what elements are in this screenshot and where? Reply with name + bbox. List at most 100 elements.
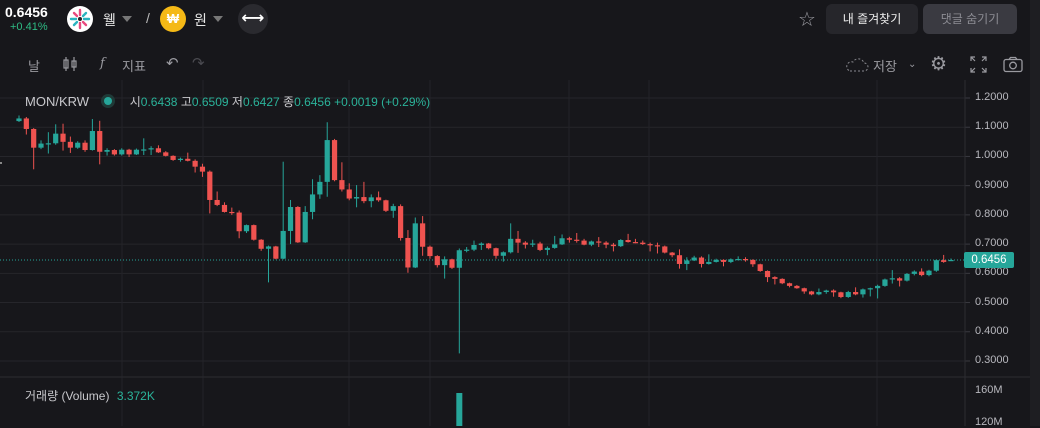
save-button[interactable]: 저장	[873, 59, 897, 74]
market-status-dot-icon	[104, 97, 113, 105]
fx-icon[interactable]: f	[100, 56, 105, 71]
favorites-button[interactable]: 내 즐겨찾기	[826, 4, 918, 34]
candle-body	[522, 242, 528, 245]
last-price-label: 0.6456	[964, 252, 1014, 268]
candle-body	[808, 291, 815, 295]
candle-body	[838, 292, 844, 297]
candle-body	[207, 171, 213, 200]
candle-body	[698, 257, 705, 264]
candle-body	[75, 142, 81, 148]
candle-body	[434, 256, 440, 266]
volume-value: 3.372K	[116, 389, 155, 403]
candle-body	[170, 155, 176, 160]
settings-gear-icon[interactable]: ⚙	[930, 54, 948, 75]
scrollbar[interactable]	[1030, 0, 1040, 426]
price-tick: 0.9000	[975, 178, 1009, 191]
undo-icon[interactable]: ↶	[166, 55, 179, 72]
candle-body	[412, 223, 418, 268]
candle-body	[816, 292, 822, 295]
candle-body	[280, 230, 286, 259]
candle-body	[295, 206, 301, 243]
candle-body	[647, 244, 653, 246]
redo-icon[interactable]: ↷	[192, 55, 205, 72]
candle-body	[544, 247, 550, 250]
cloud-save-icon[interactable]	[845, 57, 869, 78]
candle-body	[508, 238, 514, 253]
base-coin-logo-icon[interactable]	[67, 6, 93, 32]
hide-comments-button[interactable]: 댓글 숨기기	[923, 4, 1017, 34]
quote-coin-logo-icon[interactable]: ₩	[160, 6, 186, 32]
candle-body	[948, 259, 954, 262]
candle-body	[353, 197, 360, 199]
price-tick: 0.7000	[975, 237, 1009, 250]
fullscreen-icon[interactable]	[970, 56, 987, 78]
high-label: 고	[180, 95, 192, 109]
candle-body	[654, 245, 661, 247]
candle-body	[786, 283, 793, 286]
candle-body	[287, 206, 294, 231]
candle-body	[530, 243, 536, 245]
candle-body	[860, 289, 866, 295]
candle-body	[845, 292, 851, 297]
candle-body	[214, 199, 220, 205]
change-value: +0.0019 (+0.29%)	[334, 95, 431, 109]
candle-body	[706, 261, 712, 264]
candle-body	[742, 259, 749, 261]
candle-body	[16, 118, 22, 122]
price-chart[interactable]	[0, 80, 1030, 426]
candle-body	[581, 240, 587, 245]
base-caret-icon[interactable]	[122, 16, 132, 22]
candle-body	[133, 149, 140, 155]
candle-body	[368, 197, 374, 202]
candle-body	[126, 149, 132, 155]
candle-body	[119, 149, 125, 155]
candle-body	[669, 252, 675, 256]
candle-body	[566, 238, 572, 240]
candle-body	[574, 239, 580, 241]
candle-body	[111, 150, 118, 155]
candle-body	[427, 246, 433, 257]
candle-type-icon[interactable]	[62, 56, 78, 77]
candle-body	[941, 260, 947, 262]
quote-caret-icon[interactable]	[213, 16, 223, 22]
candle-body	[500, 252, 506, 256]
pair-separator: /	[146, 10, 150, 26]
screenshot-camera-icon[interactable]	[1003, 56, 1023, 78]
candle-body	[192, 160, 198, 167]
candle-body	[904, 273, 910, 281]
candle-body	[713, 259, 719, 262]
candle-body	[801, 288, 807, 292]
candle-body	[331, 140, 338, 181]
volume-tick: 120M	[975, 416, 1003, 428]
close-label: 종	[283, 95, 295, 109]
candle-body	[867, 288, 873, 290]
base-symbol-selector[interactable]: 웰	[103, 12, 116, 28]
candle-body	[830, 290, 837, 293]
high-value: 0.6509	[191, 95, 229, 109]
candle-body	[405, 237, 411, 268]
open-label: 시	[129, 95, 141, 109]
quote-symbol-selector[interactable]: 원	[194, 12, 207, 28]
save-chevron-icon[interactable]: ⌄	[908, 59, 917, 70]
candle-body	[823, 290, 829, 293]
indicators-button[interactable]: 지표	[122, 59, 146, 74]
left-edge-marker	[0, 162, 2, 164]
candle-body	[625, 240, 631, 243]
swap-pair-button[interactable]: ⟷	[238, 4, 268, 34]
pair-label: MON/KRW	[25, 94, 90, 109]
candle-body	[97, 131, 103, 152]
candle-body	[199, 166, 206, 172]
candle-body	[691, 257, 697, 261]
candle-body	[537, 243, 543, 250]
candle-body	[720, 259, 727, 262]
candle-body	[89, 131, 95, 151]
interval-button[interactable]: 날	[28, 59, 40, 74]
candle-body	[148, 148, 154, 150]
candle-body	[31, 128, 37, 148]
price-tick: 0.6000	[975, 266, 1009, 279]
star-icon[interactable]: ☆	[798, 9, 816, 31]
candle-body	[764, 270, 771, 278]
candle-body	[38, 143, 44, 148]
price-tick: 1.1000	[975, 120, 1009, 133]
candle-body	[442, 259, 448, 266]
